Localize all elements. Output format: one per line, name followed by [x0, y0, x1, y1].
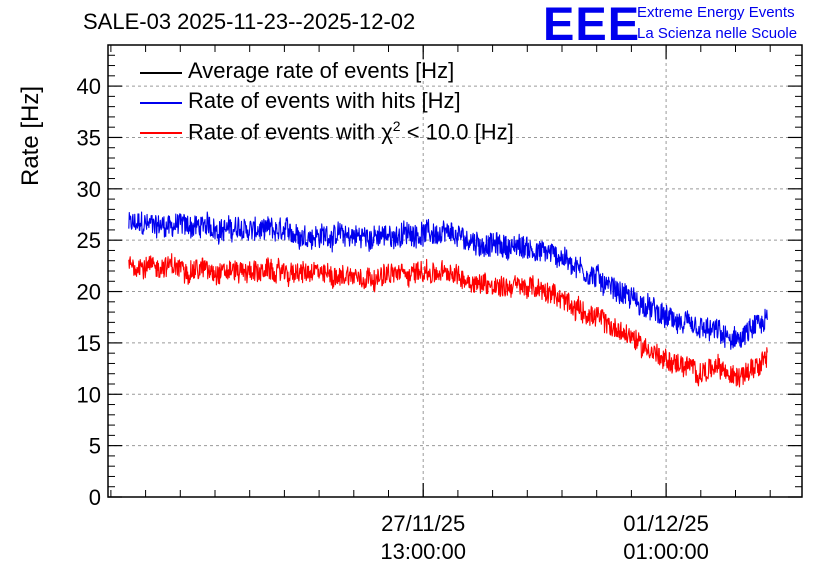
y-axis-label: Rate [Hz] — [17, 85, 44, 187]
legend-item-average: Average rate of events [Hz] — [140, 58, 620, 88]
logo-line-1: Extreme Energy Events — [637, 4, 795, 21]
y-tick-label: 25 — [77, 228, 101, 253]
legend: Average rate of events [Hz] Rate of even… — [140, 58, 620, 148]
y-tick-label: 15 — [77, 331, 101, 356]
legend-chi2-suffix: < 10.0 [Hz] — [400, 119, 514, 145]
y-tick-label: 20 — [77, 280, 101, 305]
series-layer — [128, 211, 768, 388]
axis-tick-labels: 0 5 10 15 20 25 30 35 40 27/11/25 13:00:00 01/12/25… — [77, 74, 709, 564]
y-tick-label: 30 — [77, 177, 101, 202]
x-tick-label-time: 01:00:00 — [623, 539, 709, 564]
legend-chi2-power: 2 — [392, 118, 401, 134]
x-tick-label-date: 01/12/25 — [623, 511, 709, 536]
legend-swatch-average — [140, 72, 182, 74]
y-tick-label: 35 — [77, 125, 101, 150]
grid-lines — [108, 45, 802, 497]
y-tick-label: 10 — [77, 382, 101, 407]
legend-swatch-hits — [140, 102, 182, 104]
legend-label-hits: Rate of events with hits [Hz] — [188, 88, 461, 113]
x-tick-label-time: 13:00:00 — [380, 539, 466, 564]
legend-chi2-symbol: χ — [381, 119, 393, 145]
chart-title: SALE-03 2025-11-23--2025-12-02 — [83, 9, 416, 34]
y-tick-label: 0 — [89, 485, 101, 510]
legend-chi2-prefix: Rate of events with — [188, 119, 382, 145]
series-line-chi2 — [128, 253, 768, 388]
axis-ticks — [108, 45, 802, 498]
x-tick-label-date: 27/11/25 — [381, 511, 465, 536]
y-tick-label: 40 — [77, 74, 101, 99]
logo-line-2: La Scienza nelle Scuole — [637, 25, 798, 42]
y-tick-label: 5 — [89, 434, 101, 459]
series-line-hits — [128, 211, 768, 350]
legend-label-average: Average rate of events [Hz] — [188, 58, 455, 83]
legend-item-chi2: Rate of events with χ2 < 10.0 [Hz] — [140, 118, 620, 148]
legend-label-chi2: Rate of events with χ2 < 10.0 [Hz] — [188, 118, 514, 145]
legend-item-hits: Rate of events with hits [Hz] — [140, 88, 620, 118]
legend-swatch-chi2 — [140, 132, 182, 134]
eee-logo: EEE — [543, 0, 641, 50]
